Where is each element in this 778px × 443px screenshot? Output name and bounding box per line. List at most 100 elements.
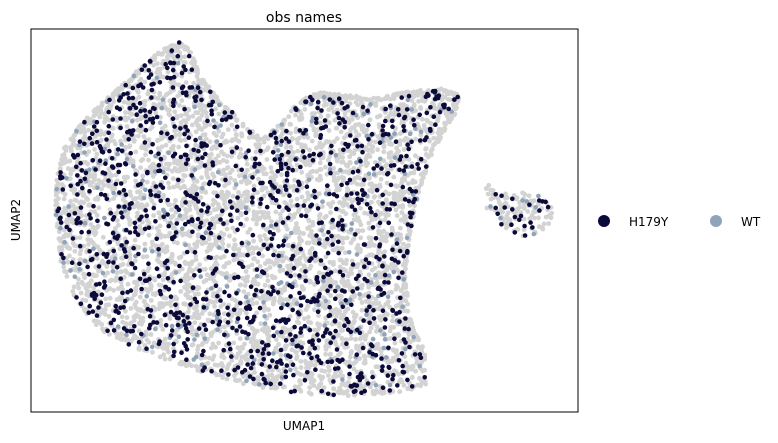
background-point xyxy=(183,292,189,298)
background-point xyxy=(98,137,104,143)
point-wt xyxy=(149,344,155,350)
point-wt xyxy=(180,226,185,231)
background-point xyxy=(133,149,139,155)
background-point xyxy=(309,228,314,234)
background-point xyxy=(189,268,194,274)
point-wt xyxy=(357,292,362,297)
background-point xyxy=(223,173,229,179)
background-point xyxy=(178,138,184,143)
background-point xyxy=(377,182,383,188)
point-wt xyxy=(176,334,182,340)
background-point xyxy=(183,363,189,368)
background-point xyxy=(528,198,534,204)
background-point xyxy=(403,298,409,304)
background-point xyxy=(337,324,342,329)
background-point xyxy=(392,333,397,338)
background-point xyxy=(227,273,233,279)
background-point xyxy=(355,243,361,248)
background-point xyxy=(234,355,239,360)
background-point xyxy=(177,166,183,171)
background-point xyxy=(238,358,244,364)
background-point xyxy=(189,315,195,320)
background-point xyxy=(150,349,155,355)
background-point xyxy=(394,184,400,189)
background-point xyxy=(182,173,188,179)
background-point xyxy=(392,196,398,201)
background-point xyxy=(84,292,90,297)
background-point xyxy=(365,161,371,166)
background-point xyxy=(99,186,104,192)
background-point xyxy=(262,282,268,288)
background-point xyxy=(79,279,85,285)
background-point xyxy=(361,353,367,359)
background-point xyxy=(395,331,401,337)
background-point xyxy=(229,296,235,302)
background-point xyxy=(222,264,227,270)
point-wt xyxy=(274,330,280,335)
background-point xyxy=(416,98,421,104)
point-h179y xyxy=(169,328,175,333)
background-point xyxy=(354,345,359,351)
background-point xyxy=(266,296,272,301)
background-point xyxy=(371,95,377,101)
background-point xyxy=(238,210,244,216)
background-point xyxy=(422,126,428,132)
background-point xyxy=(299,169,305,175)
background-point xyxy=(387,328,393,334)
background-point xyxy=(169,168,175,174)
background-point xyxy=(198,105,204,111)
background-point xyxy=(199,175,204,181)
background-point xyxy=(297,255,303,261)
background-point xyxy=(203,110,209,116)
background-point xyxy=(194,185,200,191)
point-wt xyxy=(392,155,398,160)
background-point xyxy=(331,238,337,243)
background-point xyxy=(403,360,409,366)
background-point xyxy=(167,107,172,113)
background-point xyxy=(359,334,365,339)
background-point xyxy=(86,242,91,247)
background-point xyxy=(305,303,311,309)
background-point xyxy=(302,106,308,112)
background-point xyxy=(158,234,163,239)
point-wt xyxy=(156,252,162,257)
background-point xyxy=(405,308,411,314)
background-point xyxy=(183,80,189,85)
background-point xyxy=(203,136,209,142)
point-wt xyxy=(371,172,377,177)
background-point xyxy=(362,210,367,216)
background-point xyxy=(133,196,139,201)
background-point xyxy=(390,355,396,361)
background-point xyxy=(245,189,251,195)
point-wt xyxy=(169,323,175,329)
background-point xyxy=(204,272,210,278)
point-h179y xyxy=(234,124,240,130)
background-point xyxy=(318,114,324,119)
background-point xyxy=(203,240,209,246)
background-point xyxy=(313,145,319,151)
point-wt xyxy=(366,171,372,176)
background-point xyxy=(245,230,251,235)
background-point xyxy=(395,284,400,290)
background-point xyxy=(234,132,239,138)
background-point xyxy=(328,293,333,298)
background-point xyxy=(100,307,106,313)
background-point xyxy=(293,112,298,118)
background-point xyxy=(232,237,237,243)
background-point xyxy=(150,291,156,297)
point-wt xyxy=(409,107,415,112)
background-point xyxy=(335,170,340,176)
background-point xyxy=(146,157,151,163)
background-point xyxy=(123,337,129,343)
background-point xyxy=(249,262,255,268)
background-point xyxy=(204,218,210,224)
background-point xyxy=(157,302,163,307)
background-point xyxy=(271,375,276,381)
background-point xyxy=(503,191,508,197)
background-point xyxy=(313,131,319,136)
background-point xyxy=(265,368,271,373)
background-point xyxy=(212,303,218,309)
background-point xyxy=(436,139,441,145)
background-point xyxy=(140,318,146,324)
background-point xyxy=(78,129,84,135)
